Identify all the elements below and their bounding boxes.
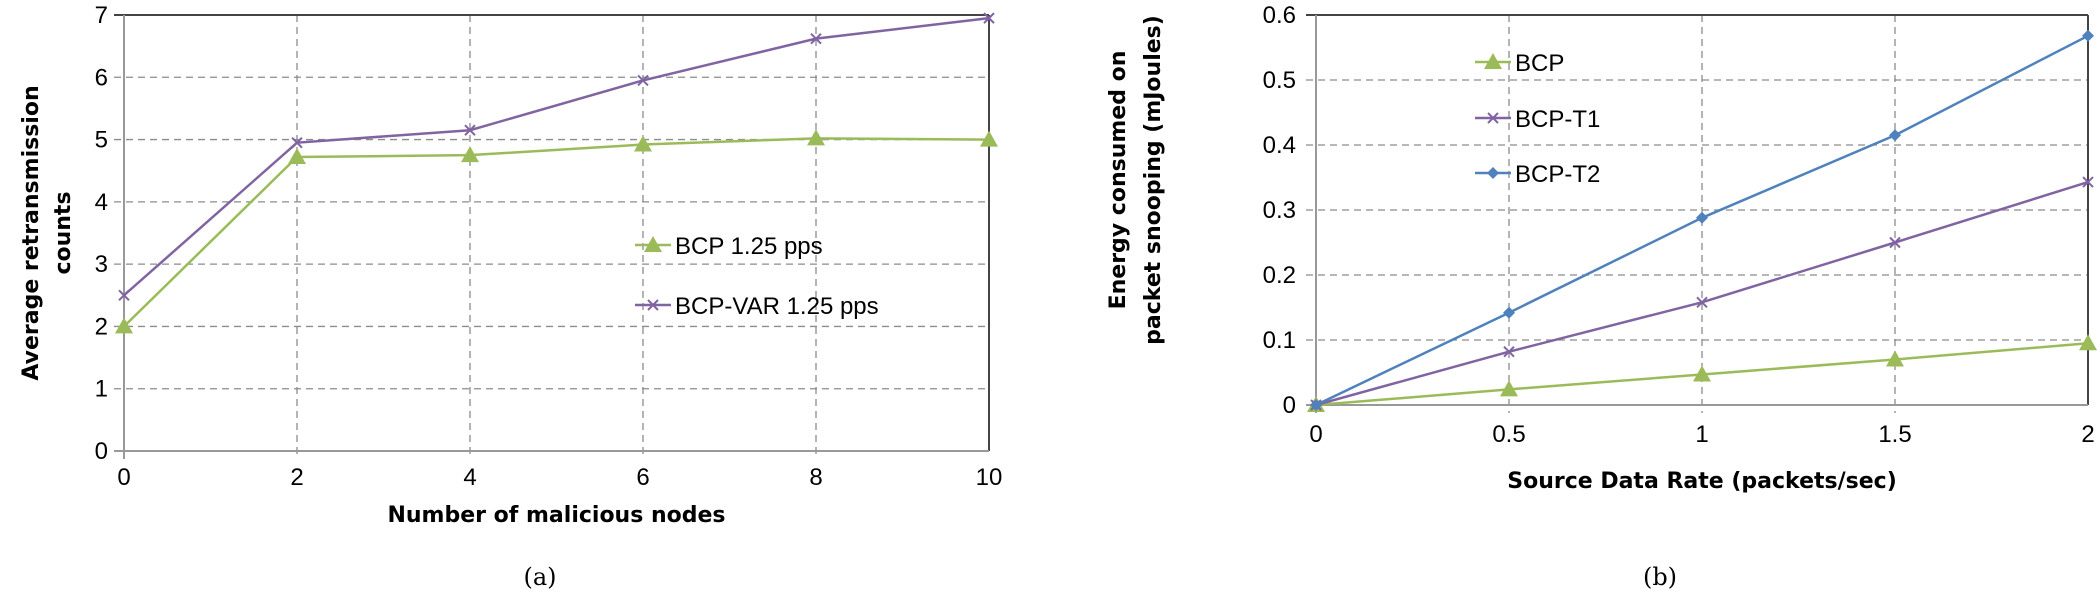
series-line (123, 16, 990, 297)
y-tick-label: 0.2 (1263, 262, 1296, 289)
y-tick-label: 7 (95, 2, 108, 29)
triangle-marker (634, 135, 652, 152)
series-bcp-t1 (1310, 176, 2094, 411)
y-tick-label: 0.5 (1263, 67, 1296, 94)
diamond-marker (1696, 211, 1708, 224)
y-tick-label: 0.3 (1263, 197, 1296, 224)
subfigure-caption: (a) (523, 563, 556, 591)
y-axis-label: Energy consumed on (1106, 51, 1131, 310)
legend-label: BCP-T1 (1515, 106, 1600, 133)
x-tick-label: 2 (290, 464, 303, 491)
legend-item: BCP-T2 (1475, 161, 1600, 188)
y-axis-label: counts (51, 191, 76, 274)
triangle-marker (1500, 380, 1518, 397)
legend-item: BCP-VAR 1.25 pps (635, 293, 879, 320)
x-tick-label: 4 (463, 464, 476, 491)
triangle-marker (115, 317, 133, 334)
y-tick-label: 0.4 (1263, 132, 1296, 159)
x-axis-label: Number of malicious nodes (387, 503, 725, 528)
triangle-marker (807, 129, 825, 146)
x-tick-label: 6 (636, 464, 649, 491)
legend-label: BCP (1515, 50, 1564, 77)
series-line (123, 137, 990, 328)
triangle-marker (644, 236, 662, 252)
diamond-marker (1503, 306, 1515, 319)
y-tick-label: 5 (95, 127, 108, 154)
series-bcp-var-1-25-pps (118, 12, 995, 301)
x-axis-label: Source Data Rate (packets/sec) (1507, 469, 1897, 494)
triangle-marker (288, 148, 306, 165)
triangle-marker (980, 130, 998, 147)
x-tick-label: 0 (1309, 421, 1322, 448)
x-marker (983, 12, 995, 24)
diamond-marker (1310, 399, 1322, 411)
x-marker (637, 74, 649, 87)
x-marker (810, 32, 822, 45)
diamond-marker (1889, 129, 1901, 142)
x-marker (647, 299, 659, 311)
legend-label: BCP-VAR 1.25 pps (675, 293, 879, 320)
x-marker (1889, 236, 1901, 249)
y-tick-label: 4 (95, 189, 108, 216)
triangle-marker (1693, 365, 1711, 382)
x-tick-label: 0.5 (1492, 421, 1525, 448)
x-marker (2082, 176, 2094, 188)
x-tick-label: 10 (976, 464, 1003, 491)
series-bcp-t2 (1310, 29, 2094, 411)
y-axis-label: packet snooping (mJoules) (1141, 15, 1166, 345)
y-tick-label: 1 (95, 376, 108, 403)
legend-label: BCP 1.25 pps (675, 233, 823, 260)
x-tick-label: 2 (2081, 421, 2094, 448)
x-tick-label: 1.5 (1878, 421, 1911, 448)
x-marker (464, 124, 476, 136)
diamond-marker (1487, 167, 1499, 179)
x-tick-label: 1 (1695, 421, 1708, 448)
legend-item: BCP-T1 (1475, 106, 1600, 133)
triangle-marker (1886, 350, 1904, 367)
series-bcp-1-25-pps (115, 129, 998, 334)
y-tick-label: 0.6 (1263, 2, 1296, 29)
y-tick-label: 0 (95, 438, 108, 465)
triangle-marker (1484, 53, 1502, 69)
triangle-marker (2079, 334, 2097, 351)
legend-item: BCP 1.25 pps (635, 233, 823, 260)
y-tick-label: 6 (95, 64, 108, 91)
legend-item: BCP (1475, 50, 1564, 77)
x-marker (1503, 345, 1515, 358)
chart-b: 0 0.1 0.2 0.3 0.4 0.5 0.6 0 0.5 1 1.5 2 BCP BCP-T1 BCP… (1106, 2, 2097, 591)
y-tick-label: 0 (1283, 392, 1296, 419)
x-tick-label: 8 (809, 464, 822, 491)
y-tick-label: 2 (95, 313, 108, 340)
x-tick-label: 0 (117, 464, 130, 491)
x-marker (291, 136, 303, 149)
x-marker (1487, 112, 1499, 124)
x-marker (1696, 296, 1708, 309)
x-marker (118, 289, 130, 301)
diamond-marker (2082, 29, 2094, 42)
y-axis-label: Average retransmission (19, 85, 44, 380)
legend-label: BCP-T2 (1515, 161, 1600, 188)
subfigure-caption: (b) (1643, 563, 1677, 591)
chart-a: 0 1 2 3 4 5 6 7 0 2 4 6 8 10 BCP 1.25 pps BCP-VAR 1.25 … (19, 2, 1002, 591)
y-tick-label: 3 (95, 251, 108, 278)
y-tick-label: 0.1 (1263, 327, 1296, 354)
triangle-marker (461, 146, 479, 163)
